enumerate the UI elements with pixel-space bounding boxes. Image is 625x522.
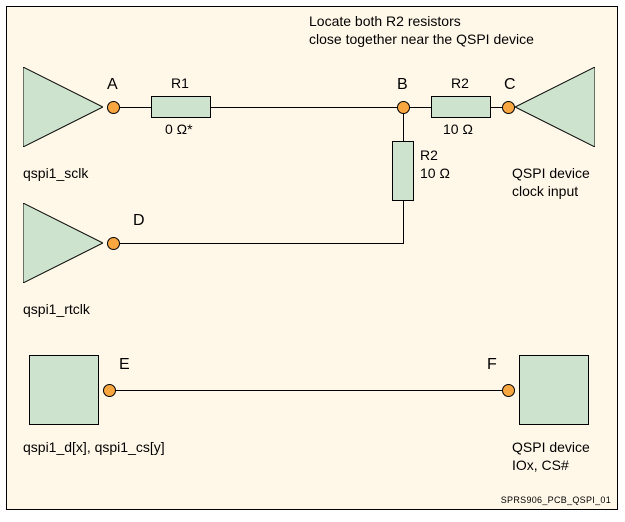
resistor-r2h-name: R2	[451, 75, 469, 93]
resistor-r2v-value: 10 Ω	[420, 165, 450, 183]
label-rtclk: qspi1_rtclk	[23, 301, 90, 319]
wire-b-down	[403, 113, 404, 141]
label-dev-clk-2: clock input	[512, 183, 578, 201]
node-b-letter: B	[397, 75, 408, 95]
wire-to-d	[119, 243, 404, 244]
resistor-r1-value: 0 Ω*	[165, 121, 193, 139]
doc-id: SPRS906_PCB_QSPI_01	[501, 495, 611, 505]
label-sclk: qspi1_sclk	[23, 165, 88, 183]
resistor-r2-v	[392, 141, 414, 201]
node-d-letter: D	[133, 211, 145, 231]
pad-qspi-io	[519, 355, 589, 425]
node-c-letter: C	[504, 75, 516, 95]
node-f-letter: F	[487, 355, 497, 375]
pad-host-io	[29, 355, 99, 425]
wire-r1-b	[211, 107, 401, 108]
node-f	[502, 384, 515, 397]
resistor-r1	[151, 96, 211, 118]
node-d	[107, 237, 120, 250]
label-dx-cs: qspi1_d[x], qspi1_cs[y]	[23, 439, 165, 457]
resistor-r2v-name: R2	[420, 147, 438, 165]
resistor-r2-h	[431, 96, 491, 118]
label-dev-clk-1: QSPI device	[512, 165, 590, 183]
node-e-letter: E	[119, 355, 130, 375]
buffer-qspi-clk-icon	[515, 67, 595, 147]
note-line2: close together near the QSPI device	[309, 31, 534, 49]
wire-a-r1	[119, 107, 151, 108]
buffer-rtclk-icon	[23, 203, 103, 283]
label-dev-io-1: QSPI device	[512, 439, 590, 457]
resistor-r1-name: R1	[171, 75, 189, 93]
resistor-r2h-value: 10 Ω	[443, 121, 473, 139]
node-c	[502, 101, 515, 114]
note-line1: Locate both R2 resistors	[309, 13, 461, 31]
wire-b-r2h	[409, 107, 431, 108]
label-dev-io-2: IOx, CS#	[512, 457, 569, 475]
wire-e-f	[115, 390, 505, 391]
wire-r2v-down	[403, 201, 404, 243]
buffer-sclk-icon	[23, 67, 103, 147]
diagram-frame: Locate both R2 resistors close together …	[6, 6, 618, 510]
node-a-letter: A	[107, 75, 118, 95]
